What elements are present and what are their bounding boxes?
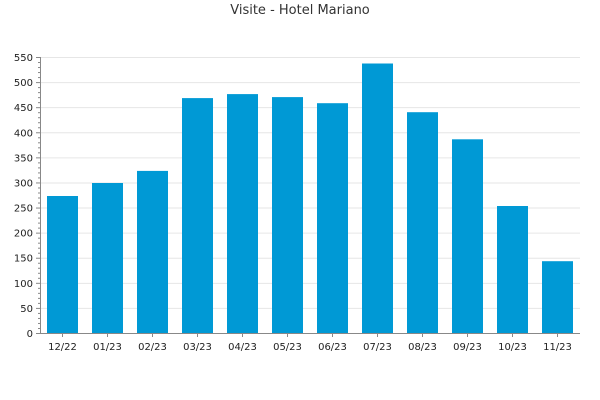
y-tick-label: 300: [14, 178, 33, 189]
x-tick-label: 05/23: [273, 342, 302, 353]
bar-01-23: [92, 183, 123, 333]
bar-05-23: [272, 97, 303, 333]
bar-03-23: [182, 98, 213, 333]
y-tick-label: 400: [14, 128, 33, 139]
x-tick-label: 02/23: [138, 342, 167, 353]
grid-lines: [40, 57, 580, 309]
y-tick-labels: 0 50 100 150 200 250 300 350 400 450 500 550: [14, 53, 33, 340]
x-tick-label: 04/23: [228, 342, 257, 353]
x-tick-label: 06/23: [318, 342, 347, 353]
bar-09-23: [452, 139, 483, 333]
y-tick-label: 450: [14, 103, 33, 114]
x-tick-label: 10/23: [498, 342, 527, 353]
bar-04-23: [227, 94, 258, 333]
y-tick-label: 500: [14, 78, 33, 89]
y-tick-label: 50: [20, 304, 33, 315]
x-tick-label: 08/23: [408, 342, 437, 353]
x-tick-label: 12/22: [48, 342, 77, 353]
y-tick-label: 150: [14, 254, 33, 265]
bar-02-23: [137, 170, 168, 333]
y-tick-label: 200: [14, 229, 33, 240]
y-tick-label: 0: [27, 329, 33, 340]
axes: [36, 57, 580, 337]
x-tick-label: 07/23: [363, 342, 392, 353]
x-tick-label: 01/23: [93, 342, 122, 353]
bar-07-23: [362, 63, 393, 333]
y-tick-label: 250: [14, 204, 33, 215]
bar-11-23: [542, 261, 573, 333]
bar-10-23: [497, 206, 528, 333]
y-tick-label: 550: [14, 53, 33, 64]
bars: [47, 63, 573, 333]
x-tick-label: 03/23: [183, 342, 212, 353]
x-tick-label: 09/23: [453, 342, 482, 353]
x-tick-labels: 12/22 01/23 02/23 03/23 04/23 05/23 06/23 07/23…: [48, 342, 572, 353]
y-tick-label: 350: [14, 153, 33, 164]
chart-title: Visite - Hotel Mariano: [230, 3, 370, 18]
bar-06-23: [317, 103, 348, 333]
y-tick-label: 100: [14, 279, 33, 290]
bar-12-22: [47, 196, 78, 333]
bar-08-23: [407, 112, 438, 333]
x-tick-label: 11/23: [543, 342, 572, 353]
